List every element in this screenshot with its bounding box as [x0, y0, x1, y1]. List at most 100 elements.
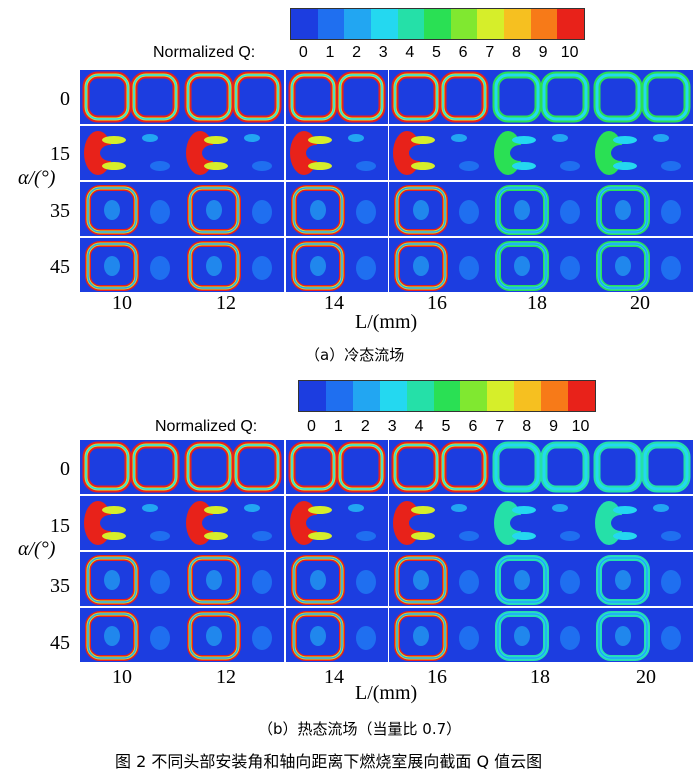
- contour-cell: [389, 496, 491, 550]
- colorbar-swatch: [530, 9, 558, 39]
- contour-cell: [389, 70, 491, 124]
- colorbar-tick: 0: [298, 44, 308, 61]
- contour-cell: [490, 608, 592, 662]
- contour-cell: [286, 238, 388, 292]
- colorbar-swatch: [406, 381, 434, 411]
- contour-cell: [80, 552, 182, 606]
- y-axis-title-b: α/(°): [18, 538, 56, 560]
- contour-cell: [591, 70, 693, 124]
- caption-a: （a）冷态流场: [305, 346, 405, 364]
- colorbar-swatch: [514, 381, 542, 411]
- contour-cell: [490, 238, 592, 292]
- colorbar-swatch: [487, 381, 515, 411]
- colorbar-tick: 9: [538, 44, 548, 61]
- colorbar-tick: 10: [571, 418, 590, 435]
- contour-cell: [389, 182, 491, 236]
- col-label: 12: [216, 292, 236, 314]
- contour-cell: [80, 238, 182, 292]
- contour-cell: [591, 608, 693, 662]
- col-label: 18: [527, 292, 547, 314]
- colorbar-tick: 6: [468, 418, 478, 435]
- colorbar-swatch: [450, 9, 478, 39]
- colorbar-swatch: [477, 9, 505, 39]
- colorbar-label-b: Normalized Q:: [155, 418, 258, 435]
- contour-cell: [389, 238, 491, 292]
- contour-cell: [80, 440, 182, 494]
- colorbar-swatch: [504, 9, 531, 39]
- contour-cell: [286, 126, 388, 180]
- row-label: 15: [50, 143, 70, 165]
- contour-cell: [591, 238, 693, 292]
- col-label: 10: [112, 666, 132, 688]
- colorbar-label-a: Normalized Q:: [153, 44, 256, 61]
- contour-cell: [286, 552, 388, 606]
- contour-cell: [80, 126, 182, 180]
- colorbar-tick: 1: [325, 44, 335, 61]
- col-label: 10: [112, 292, 132, 314]
- colorbar-swatch: [397, 9, 425, 39]
- row-label: 0: [60, 458, 70, 480]
- contour-cell: [182, 608, 284, 662]
- colorbar-tick: 3: [387, 418, 397, 435]
- row-label: 35: [50, 575, 70, 597]
- colorbar-swatch: [370, 9, 398, 39]
- row-label: 45: [50, 256, 70, 278]
- colorbar-tick: 2: [360, 418, 370, 435]
- contour-cell: [286, 182, 388, 236]
- x-axis-title-a: L/(mm): [355, 311, 418, 333]
- contour-cell: [389, 126, 491, 180]
- col-label: 18: [530, 666, 550, 688]
- col-label: 14: [324, 666, 344, 688]
- colorbar-tick: 8: [511, 44, 521, 61]
- contour-cell: [182, 238, 284, 292]
- colorbar-swatch: [424, 9, 451, 39]
- col-label: 16: [427, 666, 447, 688]
- col-label: 16: [427, 292, 447, 314]
- row-label: 15: [50, 515, 70, 537]
- colorbar-swatch: [325, 381, 353, 411]
- contour-cell: [80, 182, 182, 236]
- x-axis-title-b: L/(mm): [355, 682, 418, 704]
- colorbar-tick: 1: [333, 418, 343, 435]
- contour-cell: [591, 496, 693, 550]
- colorbar-tick: 4: [405, 44, 415, 61]
- contour-cell: [286, 496, 388, 550]
- contour-cell: [591, 440, 693, 494]
- colorbar-swatch: [433, 381, 461, 411]
- contour-cell: [182, 552, 284, 606]
- contour-cell: [286, 70, 388, 124]
- row-label: 45: [50, 632, 70, 654]
- contour-cell: [490, 70, 592, 124]
- colorbar-swatch: [291, 9, 318, 39]
- contour-cell: [490, 552, 592, 606]
- colorbar-swatch: [541, 381, 569, 411]
- row-label: 0: [60, 88, 70, 110]
- col-label: 20: [630, 292, 650, 314]
- contour-cell: [389, 440, 491, 494]
- row-label: 35: [50, 200, 70, 222]
- contour-cell: [182, 496, 284, 550]
- colorbar-swatch: [379, 381, 407, 411]
- y-axis-title-a: α/(°): [18, 167, 56, 189]
- contour-cell: [182, 70, 284, 124]
- colorbar-swatch: [352, 381, 380, 411]
- colorbar-tick: 5: [441, 418, 451, 435]
- colorbar-tick: 2: [352, 44, 362, 61]
- colorbar-tick: 6: [458, 44, 468, 61]
- contour-cell: [389, 552, 491, 606]
- contour-cell: [490, 126, 592, 180]
- contour-cell: [80, 496, 182, 550]
- colorbar-swatch: [460, 381, 488, 411]
- colorbar-tick: 4: [414, 418, 424, 435]
- col-label: 20: [636, 666, 656, 688]
- colorbar-swatch: [317, 9, 345, 39]
- contour-cell: [591, 552, 693, 606]
- contour-cell: [286, 608, 388, 662]
- contour-cell: [182, 126, 284, 180]
- colorbar-swatch: [568, 381, 595, 411]
- colorbar-tick: 5: [432, 44, 441, 61]
- colorbar-tick: 7: [495, 418, 505, 435]
- colorbar-tick: 10: [560, 44, 579, 61]
- colorbar-tick: 8: [522, 418, 532, 435]
- colorbar-b: [298, 380, 596, 412]
